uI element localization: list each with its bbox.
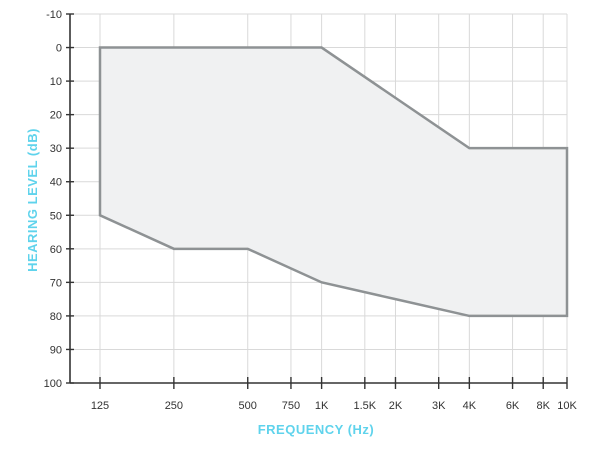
y-tick-label: 0 <box>56 43 62 55</box>
y-tick-label: 50 <box>50 210 62 222</box>
x-tick-label: 125 <box>91 400 109 412</box>
x-tick-label: 1.5K <box>354 400 377 412</box>
y-tick-label: 70 <box>50 277 62 289</box>
y-tick-label: 10 <box>50 76 62 88</box>
hearing-range-area <box>98 46 569 318</box>
x-tick-label: 2K <box>389 400 403 412</box>
y-tick-labels: -10 0 10 20 30 40 50 60 70 80 90 100 <box>44 9 62 390</box>
x-tick-label: 10K <box>557 400 577 412</box>
x-tick-label: 1K <box>315 400 329 412</box>
y-tick-label: 80 <box>50 311 62 323</box>
y-tick-label: 90 <box>50 344 62 356</box>
x-tick-label: 750 <box>282 400 300 412</box>
y-tick-label: 40 <box>50 177 62 189</box>
x-tick-labels: 125 250 500 750 1K 1.5K 2K 3K 4K 6K 8K 10K <box>91 400 578 412</box>
y-tick-label: 100 <box>44 378 62 390</box>
y-tick-label: 30 <box>50 143 62 155</box>
x-tick-label: 4K <box>463 400 477 412</box>
y-tick-label: 20 <box>50 110 62 122</box>
area-layer <box>98 46 569 318</box>
y-axis-title: HEARING LEVEL (dB) <box>25 128 40 272</box>
y-tick-label: 60 <box>50 244 62 256</box>
axis-layer <box>66 13 568 389</box>
x-tick-label: 8K <box>536 400 550 412</box>
y-tick-label: -10 <box>46 9 62 21</box>
x-tick-label: 500 <box>239 400 257 412</box>
x-tick-label: 6K <box>506 400 520 412</box>
x-tick-label: 3K <box>432 400 446 412</box>
x-tick-label: 250 <box>165 400 183 412</box>
x-axis-title: FREQUENCY (Hz) <box>258 422 375 437</box>
